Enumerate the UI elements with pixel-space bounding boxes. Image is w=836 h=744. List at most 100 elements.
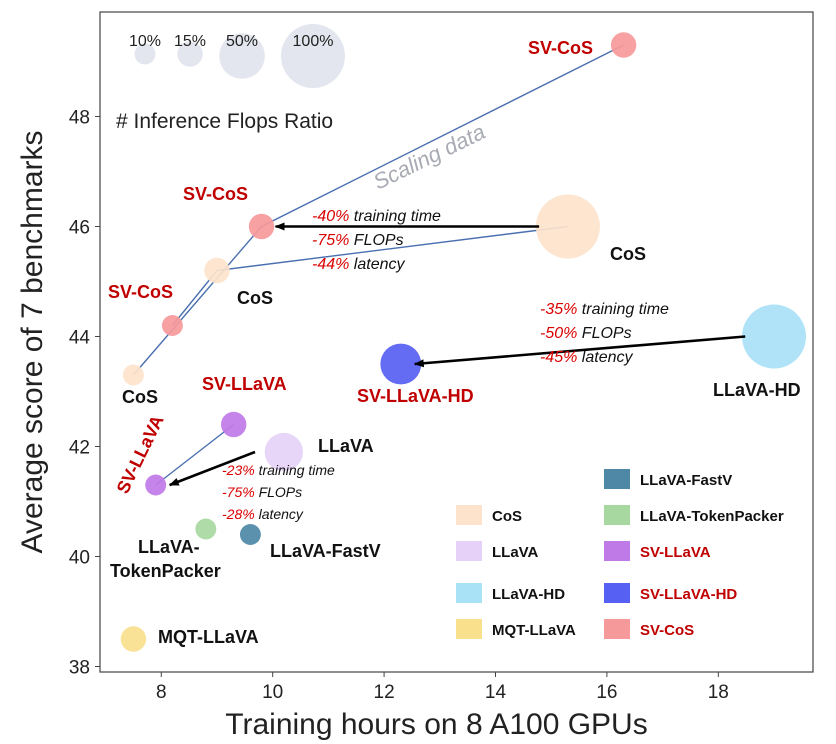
point-sv-llava: [220, 411, 247, 438]
point-label: CoS: [237, 288, 273, 308]
y-tick-label: 42: [69, 438, 90, 459]
legend-label: LLaVA-HD: [492, 586, 565, 603]
y-tick-label: 40: [69, 548, 90, 569]
reduction-percent: -45%: [540, 349, 577, 366]
point-label: LLaVA-FastV: [270, 541, 381, 561]
reduction-text: -75% FLOPs: [312, 232, 404, 249]
point-llava: [264, 432, 303, 472]
legend-label: SV-CoS: [640, 622, 694, 639]
size-legend-bubble: [281, 24, 345, 88]
point-cos: [535, 194, 600, 259]
reduction-text: -35% training time: [540, 301, 669, 318]
legend-label: LLaVA: [492, 544, 539, 561]
legend-swatch: [604, 619, 630, 639]
reduction-metric: latency: [255, 506, 304, 522]
point-cos: [204, 257, 230, 284]
x-axis-label: Training hours on 8 A100 GPUs: [225, 708, 647, 741]
legend-label: CoS: [492, 508, 522, 525]
x-tick-label: 8: [156, 682, 167, 703]
reduction-percent: -23%: [222, 462, 255, 478]
y-tick-label: 38: [69, 658, 90, 679]
reduction-metric: training time: [577, 301, 669, 318]
reduction-arrow: [168, 450, 256, 487]
reduction-percent: -50%: [540, 325, 577, 342]
size-legend-bubble: [219, 33, 265, 79]
y-axis-label: Average score of 7 benchmarks: [16, 130, 49, 553]
legend-label: SV-LLaVA: [640, 544, 711, 561]
reduction-percent: -75%: [312, 232, 349, 249]
legend-label: MQT-LLaVA: [492, 622, 576, 639]
reduction-percent: -75%: [222, 484, 255, 500]
y-tick-label: 46: [69, 218, 90, 239]
legend-swatch: [604, 505, 630, 525]
x-tick-label: 16: [596, 682, 617, 703]
reduction-percent: -40%: [312, 208, 349, 225]
size-legend-bubble: [177, 41, 203, 67]
point-label: LLaVA-HD: [713, 380, 801, 400]
point-label: SV-LLaVA-HD: [357, 386, 474, 406]
point-mqt-llava: [120, 626, 147, 652]
reduction-metric: training time: [255, 462, 335, 478]
x-tick-label: 10: [262, 682, 283, 703]
size-legend-label: 100%: [293, 33, 334, 50]
point-sv-llava-hd: [380, 343, 422, 385]
scaling-data-annotation: Scaling data: [369, 119, 489, 195]
legend-swatch: [604, 469, 630, 489]
reduction-percent: -28%: [222, 506, 255, 522]
x-tick-label: 12: [374, 682, 395, 703]
size-legend-label: 15%: [174, 33, 206, 50]
reduction-metric: FLOPs: [577, 325, 631, 342]
point-sv-cos: [610, 32, 637, 58]
legend-label: LLaVA-TokenPacker: [640, 508, 784, 525]
legend-swatch: [456, 583, 482, 603]
point-llava-fastv: [239, 524, 261, 545]
reduction-metric: training time: [349, 208, 441, 225]
reduction-text: -44% latency: [312, 256, 406, 273]
legend-swatch: [456, 541, 482, 561]
reduction-arrow: [413, 335, 746, 368]
scaling-line: [155, 423, 235, 486]
point-label: SV-CoS: [183, 184, 248, 204]
point-label: SV-CoS: [108, 282, 173, 302]
point-llava-hd: [742, 304, 807, 369]
legend-swatch: [456, 505, 482, 525]
reduction-text: -40% training time: [312, 208, 441, 225]
point-sv-cos: [161, 315, 183, 336]
reduction-percent: -35%: [540, 301, 577, 318]
legend-swatch: [604, 583, 630, 603]
reduction-metric: FLOPs: [255, 484, 302, 500]
reduction-text: -23% training time: [222, 462, 335, 478]
point-label: SV-LLaVA: [202, 374, 287, 394]
point-label: CoS: [610, 244, 646, 264]
reduction-text: -28% latency: [222, 506, 304, 522]
legend-label: LLaVA-FastV: [640, 472, 732, 489]
reduction-metric: latency: [349, 256, 405, 273]
point-cos: [122, 364, 144, 386]
size-legend-bubble: [134, 43, 156, 65]
point-label: LLaVA: [318, 436, 374, 456]
legend-swatch: [604, 541, 630, 561]
point-sv-cos: [248, 213, 275, 240]
reduction-metric: latency: [577, 349, 633, 366]
point-label: MQT-LLaVA: [158, 627, 259, 647]
point-sv-llava: [145, 474, 167, 496]
point-label: SV-CoS: [528, 38, 593, 58]
point-label: TokenPacker: [110, 561, 221, 581]
size-legend-title: # Inference Flops Ratio: [116, 110, 333, 133]
point-label: CoS: [122, 387, 158, 407]
reduction-text: -50% FLOPs: [540, 325, 632, 342]
size-legend-label: 10%: [129, 33, 161, 50]
size-legend-label: 50%: [226, 33, 258, 50]
x-tick-label: 18: [708, 682, 729, 703]
point-llava-tokenpacker: [195, 518, 217, 540]
y-tick-label: 48: [69, 108, 90, 129]
reduction-text: -45% latency: [540, 349, 634, 366]
reduction-percent: -44%: [312, 256, 349, 273]
reduction-metric: FLOPs: [349, 232, 403, 249]
x-tick-label: 14: [485, 682, 507, 703]
legend-label: SV-LLaVA-HD: [640, 586, 737, 603]
plot-frame: [99, 11, 814, 673]
legend-swatch: [456, 619, 482, 639]
y-tick-label: 44: [69, 328, 91, 349]
